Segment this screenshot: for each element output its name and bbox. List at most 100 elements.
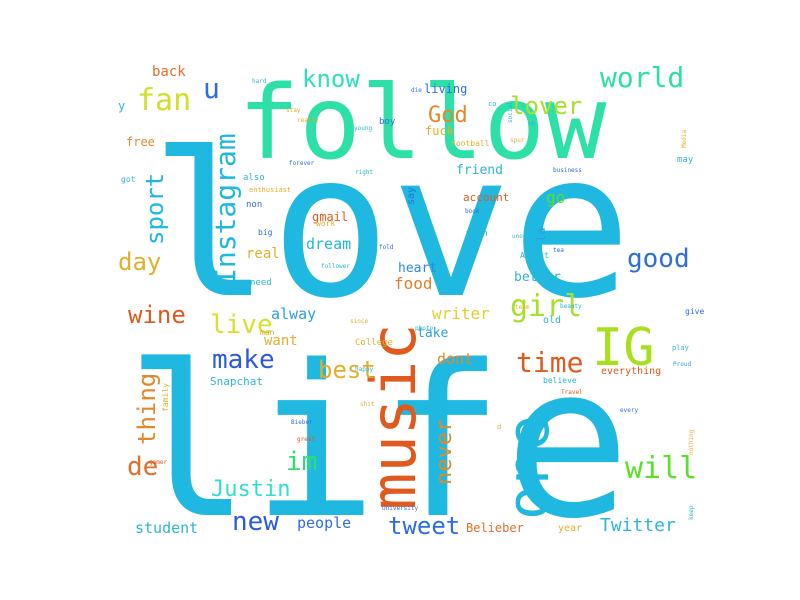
word-artist: Artist	[520, 251, 549, 260]
word-lover: lover	[510, 92, 582, 120]
word-im: im	[286, 447, 317, 477]
word-right: right	[355, 169, 373, 176]
word-give: give	[685, 307, 704, 316]
word-non: non	[246, 200, 262, 210]
word-wine: wine	[128, 301, 186, 329]
word-proud: Proud	[673, 361, 691, 368]
word-really: really	[297, 117, 319, 124]
word-fold: fold	[379, 244, 394, 251]
word-team: team	[515, 304, 530, 311]
word-god: God	[428, 103, 468, 128]
word-football: football	[451, 139, 490, 148]
word-live: live	[210, 310, 273, 340]
word-free: free	[126, 135, 155, 149]
word-best: best	[318, 356, 376, 384]
word-living: living	[424, 82, 467, 96]
word-art: art	[600, 213, 611, 220]
word-real: real	[246, 246, 280, 262]
word-fuck: fuck	[425, 124, 455, 138]
word-ig: IG	[592, 318, 655, 378]
word-make: make	[212, 345, 275, 375]
word-say: say	[406, 187, 417, 205]
word-alway: alway	[271, 305, 316, 323]
word-writer: writer	[432, 304, 490, 323]
word-tweet: tweet	[388, 512, 460, 540]
word-university: University	[382, 505, 419, 512]
word-want: want	[264, 333, 298, 349]
word-music: music	[357, 323, 430, 510]
word-boy: boy	[379, 117, 396, 127]
word-one: one	[494, 415, 562, 520]
word-better: better	[514, 270, 561, 285]
word-girl: girl	[510, 289, 582, 324]
word-keep: keep	[688, 505, 695, 520]
word-hard: hard	[252, 78, 267, 85]
word-will: will	[625, 451, 697, 486]
word-enthusiast: enthusiast	[249, 186, 291, 194]
word-know: know	[302, 65, 360, 93]
word-follower: follower	[321, 263, 350, 270]
word-co: co	[488, 100, 496, 108]
word-spur: spur	[510, 137, 525, 144]
word-gmail: gmail	[312, 210, 348, 224]
word-every: every	[620, 407, 638, 414]
word-y: y	[118, 99, 125, 113]
word-die: die	[411, 87, 422, 94]
word-u: u	[203, 72, 220, 105]
word-go: go	[546, 188, 565, 207]
word-tea: tea	[553, 247, 564, 254]
word-twitter: Twitter	[600, 515, 676, 536]
word-beauty: beauty	[560, 303, 582, 310]
word-travel: Travel	[561, 389, 583, 396]
word-also: also	[243, 173, 265, 183]
word-instagram: Instagram	[209, 133, 242, 285]
word-young: young	[354, 125, 372, 132]
word-love: love	[150, 110, 632, 343]
word-play: play	[672, 344, 689, 352]
word-man: man	[260, 328, 275, 337]
word-account: account	[463, 191, 509, 204]
word-little: little	[288, 405, 310, 412]
word-sp: sp	[528, 120, 536, 127]
word-social: social	[507, 101, 514, 123]
word-bieber: Bieber	[291, 419, 313, 426]
word-college: College	[355, 338, 393, 348]
word-student: student	[135, 519, 198, 537]
word-uno: uno	[512, 233, 523, 240]
word-friend: friend	[456, 163, 503, 178]
word-take: take	[417, 326, 448, 341]
word-media: Media	[681, 130, 688, 148]
word-never: never	[432, 419, 457, 485]
word-fan: fan	[137, 83, 191, 118]
word-la: la	[534, 228, 548, 242]
word-got: got	[121, 175, 136, 184]
word-since: since	[350, 318, 368, 325]
word-dont: dont	[437, 350, 473, 368]
word-nothing: nothing	[688, 429, 695, 455]
word-everything: everything	[601, 366, 661, 377]
word-much: much	[466, 229, 488, 239]
word-love-small: love	[430, 385, 445, 392]
word-may: may	[677, 155, 694, 165]
word-believe: believe	[543, 376, 577, 385]
word-new: new	[232, 507, 279, 537]
word-book: book	[465, 208, 480, 215]
word-food: food	[394, 274, 433, 293]
word-people: people	[297, 514, 351, 532]
word-de: de	[127, 452, 158, 482]
word-justin: Justin	[211, 477, 290, 502]
word-need: need	[250, 278, 272, 288]
word-gamer: gamer	[149, 459, 167, 466]
word-sport: sport	[141, 173, 169, 245]
word-work: work	[316, 219, 335, 228]
word-family: family	[161, 383, 170, 412]
word-follow: follow	[238, 64, 607, 183]
word-year: year	[558, 523, 582, 534]
word-world: world	[600, 61, 684, 94]
word-big: big	[258, 228, 273, 237]
word-belieber: Belieber	[466, 521, 524, 535]
word-great: great	[297, 436, 315, 443]
word-stay: stay	[286, 107, 301, 114]
word-heart: heart	[398, 261, 437, 276]
